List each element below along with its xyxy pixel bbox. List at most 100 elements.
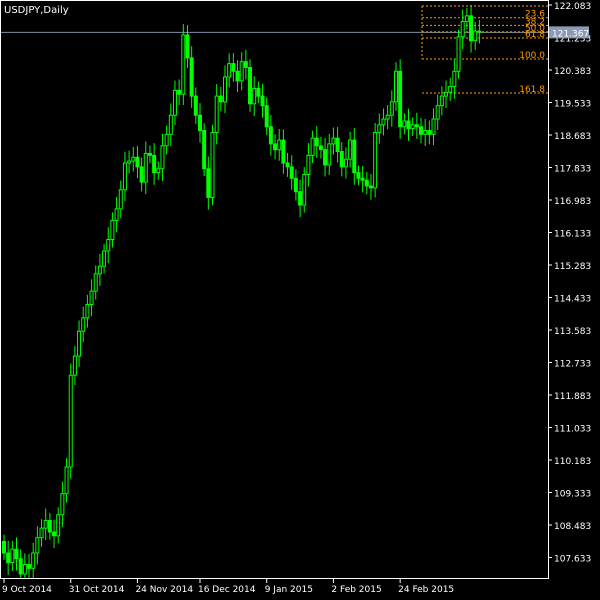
y-tick-label: 114.433 [554,294,591,304]
candle-body [460,21,465,38]
candle [218,86,223,111]
candle-body [147,152,152,156]
candle [273,134,278,160]
candle-body [389,101,394,116]
candle-body [227,63,232,78]
candle [419,117,423,144]
candle [22,553,27,579]
candle [252,76,257,116]
candle [122,151,127,202]
candle [206,156,211,210]
candle [373,122,378,198]
candle-body [27,563,32,569]
candle-body [172,89,177,116]
candle-body [293,177,298,193]
x-tick-label: 24 Feb 2015 [398,585,454,595]
candle [285,152,290,177]
candle [139,157,144,192]
fib-level-label: 23.6 [525,10,545,20]
candle-body [260,95,265,107]
candle [327,133,332,176]
candle [168,103,173,147]
candle [239,52,244,91]
candle [6,540,11,575]
y-tick-label: 111.883 [554,392,591,402]
y-tick-label: 116.983 [554,197,591,207]
candle [181,24,186,106]
candle [31,542,36,579]
candle-body [131,156,136,162]
candle-body [310,137,315,156]
candle-body [64,466,69,495]
fib-level-label: 100.0 [519,51,545,61]
x-tick-label: 2 Feb 2015 [331,585,381,595]
x-tick-label: 31 Oct 2014 [69,585,125,595]
candle [298,179,303,218]
candle [431,108,436,146]
candle [302,166,307,213]
candle [268,114,273,156]
candle [177,79,182,106]
candle [35,526,40,565]
candle-body [289,166,294,179]
candle [14,537,19,571]
x-tick-label: 9 Oct 2014 [2,585,52,595]
candle-body [435,105,440,120]
candle [127,150,132,174]
candle [393,62,398,111]
candle [135,145,140,179]
candle [27,553,32,579]
candle-body [339,151,344,168]
candle [339,141,344,177]
candle [352,127,357,185]
y-tick-label: 111.033 [554,424,591,434]
candle-body [47,520,52,533]
candle-body [164,133,169,147]
candle-body [72,355,77,376]
candle-body [377,124,382,133]
candle-body [6,552,11,564]
candle-body [97,265,102,275]
fib-level-label: 161.8 [519,85,545,95]
candle-body [68,374,73,468]
candle [227,53,232,88]
candle-body [223,76,228,103]
candle [39,519,44,547]
candle [331,127,336,155]
candle [202,123,207,177]
candle-body [118,189,123,210]
candle [356,165,361,186]
candle-body [364,179,369,187]
y-tick-label: 116.133 [554,229,591,239]
y-tick-label: 107.633 [554,554,591,564]
candle-body [456,36,461,72]
candle [64,458,69,503]
candle [81,306,86,343]
candle-body [393,70,398,103]
candle [264,97,269,136]
candle [231,53,236,82]
candle-body [193,95,198,116]
candle-body [185,34,190,59]
candle-body [402,120,407,128]
candle-body [231,63,236,72]
candle [43,508,48,541]
candle [210,124,215,206]
candle-body [448,86,453,93]
candle [214,84,219,145]
candle [110,212,115,248]
fib-level-label: 61.8 [525,30,545,40]
candle [243,49,248,80]
candle [335,127,340,163]
candle [377,113,382,144]
fibonacci-levels: 23.638.250.061.8 100.0 161.8 [421,5,548,95]
y-tick-label: 117.833 [554,164,591,174]
candle [193,87,198,124]
candle [323,138,328,177]
candle [385,104,390,130]
candle-body [381,118,386,126]
candle-body [356,172,361,179]
candle [102,243,107,274]
candle-body [35,537,40,554]
